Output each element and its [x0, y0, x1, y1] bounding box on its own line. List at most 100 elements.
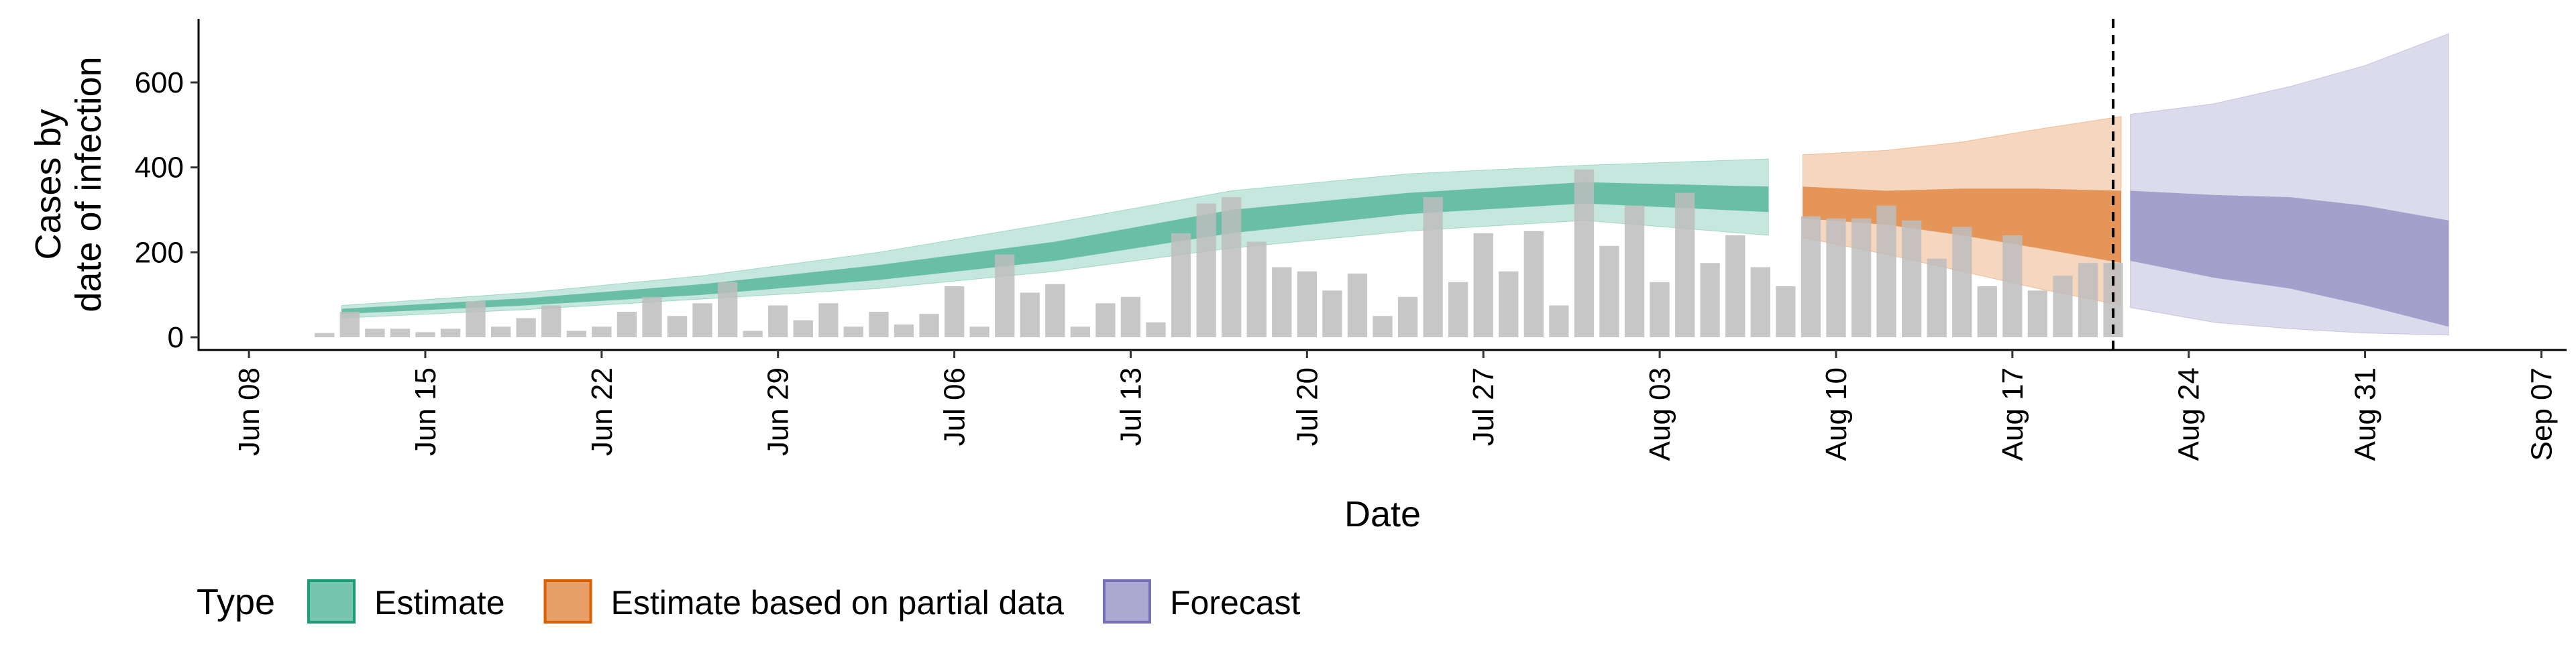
case-bar — [415, 332, 435, 337]
case-bar — [1222, 197, 1242, 337]
case-bar — [390, 329, 411, 337]
case-bar — [1750, 267, 1770, 337]
case-bar — [1599, 245, 1619, 337]
x-tick-label: Aug 03 — [1644, 367, 1676, 461]
case-bar — [1347, 274, 1368, 337]
case-bar — [1902, 220, 1922, 337]
case-bar — [995, 254, 1015, 337]
case-bar — [642, 296, 662, 337]
case-bar — [1700, 263, 1720, 337]
legend-item-estimate-based-on-partial-data: Estimate based on partial data — [543, 579, 1064, 624]
axes-layer — [191, 19, 2567, 358]
y-tick-label: 600 — [135, 66, 184, 99]
y-tick-label: 0 — [168, 321, 184, 354]
case-bar — [1397, 296, 1418, 337]
case-bar — [1499, 271, 1519, 337]
case-bar — [1045, 284, 1065, 337]
case-bar — [616, 312, 637, 337]
legend-item-forecast: Forecast — [1102, 579, 1301, 624]
case-bar — [1675, 192, 1695, 337]
x-tick-label: Sep 07 — [2525, 367, 2558, 461]
legend-key — [307, 579, 356, 624]
case-bar — [969, 327, 989, 337]
y-axis-title-line: Cases by — [28, 109, 68, 259]
case-bar — [1095, 303, 1116, 337]
case-bar — [339, 312, 360, 337]
case-bar — [566, 331, 586, 337]
case-bar — [1020, 292, 1040, 337]
case-bar — [1725, 235, 1746, 337]
case-bar — [2027, 290, 2047, 337]
x-tick-label: Aug 17 — [1996, 367, 2029, 461]
x-tick-label: Jul 27 — [1467, 367, 1500, 446]
case-bar — [2053, 276, 2073, 337]
case-bar — [440, 329, 461, 337]
x-tick-label: Jul 13 — [1115, 367, 1148, 446]
case-bar — [315, 333, 335, 337]
x-tick-label: Aug 10 — [1820, 367, 1853, 461]
x-tick-label: Aug 31 — [2349, 367, 2382, 461]
case-bar — [1952, 227, 1972, 337]
case-bar — [1801, 216, 1821, 337]
case-bar — [1826, 218, 1846, 337]
case-bar — [592, 327, 612, 337]
case-bar — [2078, 263, 2098, 337]
x-tick-label: Aug 24 — [2173, 367, 2206, 461]
case-bar — [2002, 235, 2023, 337]
case-bar — [894, 325, 914, 337]
labels-layer: 0 200 400 600 Jun 08 Jun 15 Jun 22 Jun 29 Jul 06… — [28, 56, 2558, 534]
case-bar — [1624, 205, 1645, 337]
y-axis-title-line: date of infection — [68, 56, 109, 312]
case-bar — [491, 327, 511, 337]
case-bar — [1423, 197, 1443, 337]
case-bar — [1776, 286, 1796, 337]
case-bar — [1171, 233, 1191, 337]
case-bar — [541, 305, 561, 337]
case-bar — [1146, 322, 1166, 337]
case-bar — [365, 329, 385, 337]
case-bar — [1297, 271, 1317, 337]
legend-title: Type — [197, 582, 275, 622]
case-bar — [1196, 203, 1216, 337]
case-bar — [768, 305, 788, 337]
case-bar — [919, 314, 939, 337]
case-bar — [1373, 316, 1393, 337]
case-bar — [1851, 218, 1872, 337]
y-tick-label: 200 — [135, 236, 184, 269]
case-bar — [1473, 233, 1493, 337]
case-bar — [1120, 296, 1141, 337]
legend-item-estimate: Estimate — [307, 579, 505, 624]
case-bar — [1070, 327, 1090, 337]
legend-label: Forecast — [1170, 584, 1301, 622]
case-bar — [692, 303, 712, 337]
bands-layer — [341, 33, 2449, 336]
case-bar — [1272, 267, 1292, 337]
case-bar — [1876, 205, 1896, 337]
case-bar — [667, 316, 688, 337]
y-tick-label: 400 — [135, 152, 184, 184]
y-axis-title: Cases bydate of infection — [28, 56, 109, 312]
legend-layer: Type Estimate Estimate based on partial da… — [197, 579, 1301, 624]
legend-key — [1102, 579, 1151, 624]
x-tick-label: Jun 22 — [586, 367, 619, 456]
x-tick-label: Jul 20 — [1291, 367, 1324, 446]
x-tick-label: Jun 15 — [409, 367, 442, 456]
case-bar — [1246, 241, 1267, 337]
legend-key — [543, 579, 592, 624]
case-bar — [793, 320, 813, 337]
case-bar — [869, 312, 889, 337]
case-bar — [945, 286, 965, 337]
x-tick-label: Jun 08 — [233, 367, 266, 456]
case-bar — [1574, 169, 1595, 337]
forecast-inner-band — [2130, 190, 2449, 327]
case-bar — [1322, 290, 1342, 337]
case-bar — [516, 318, 536, 337]
case-bar — [466, 301, 486, 337]
case-bar — [1523, 231, 1544, 337]
case-bar — [1927, 258, 1947, 337]
case-bar — [818, 303, 839, 337]
case-bar — [1448, 282, 1468, 337]
case-bar — [718, 282, 738, 337]
